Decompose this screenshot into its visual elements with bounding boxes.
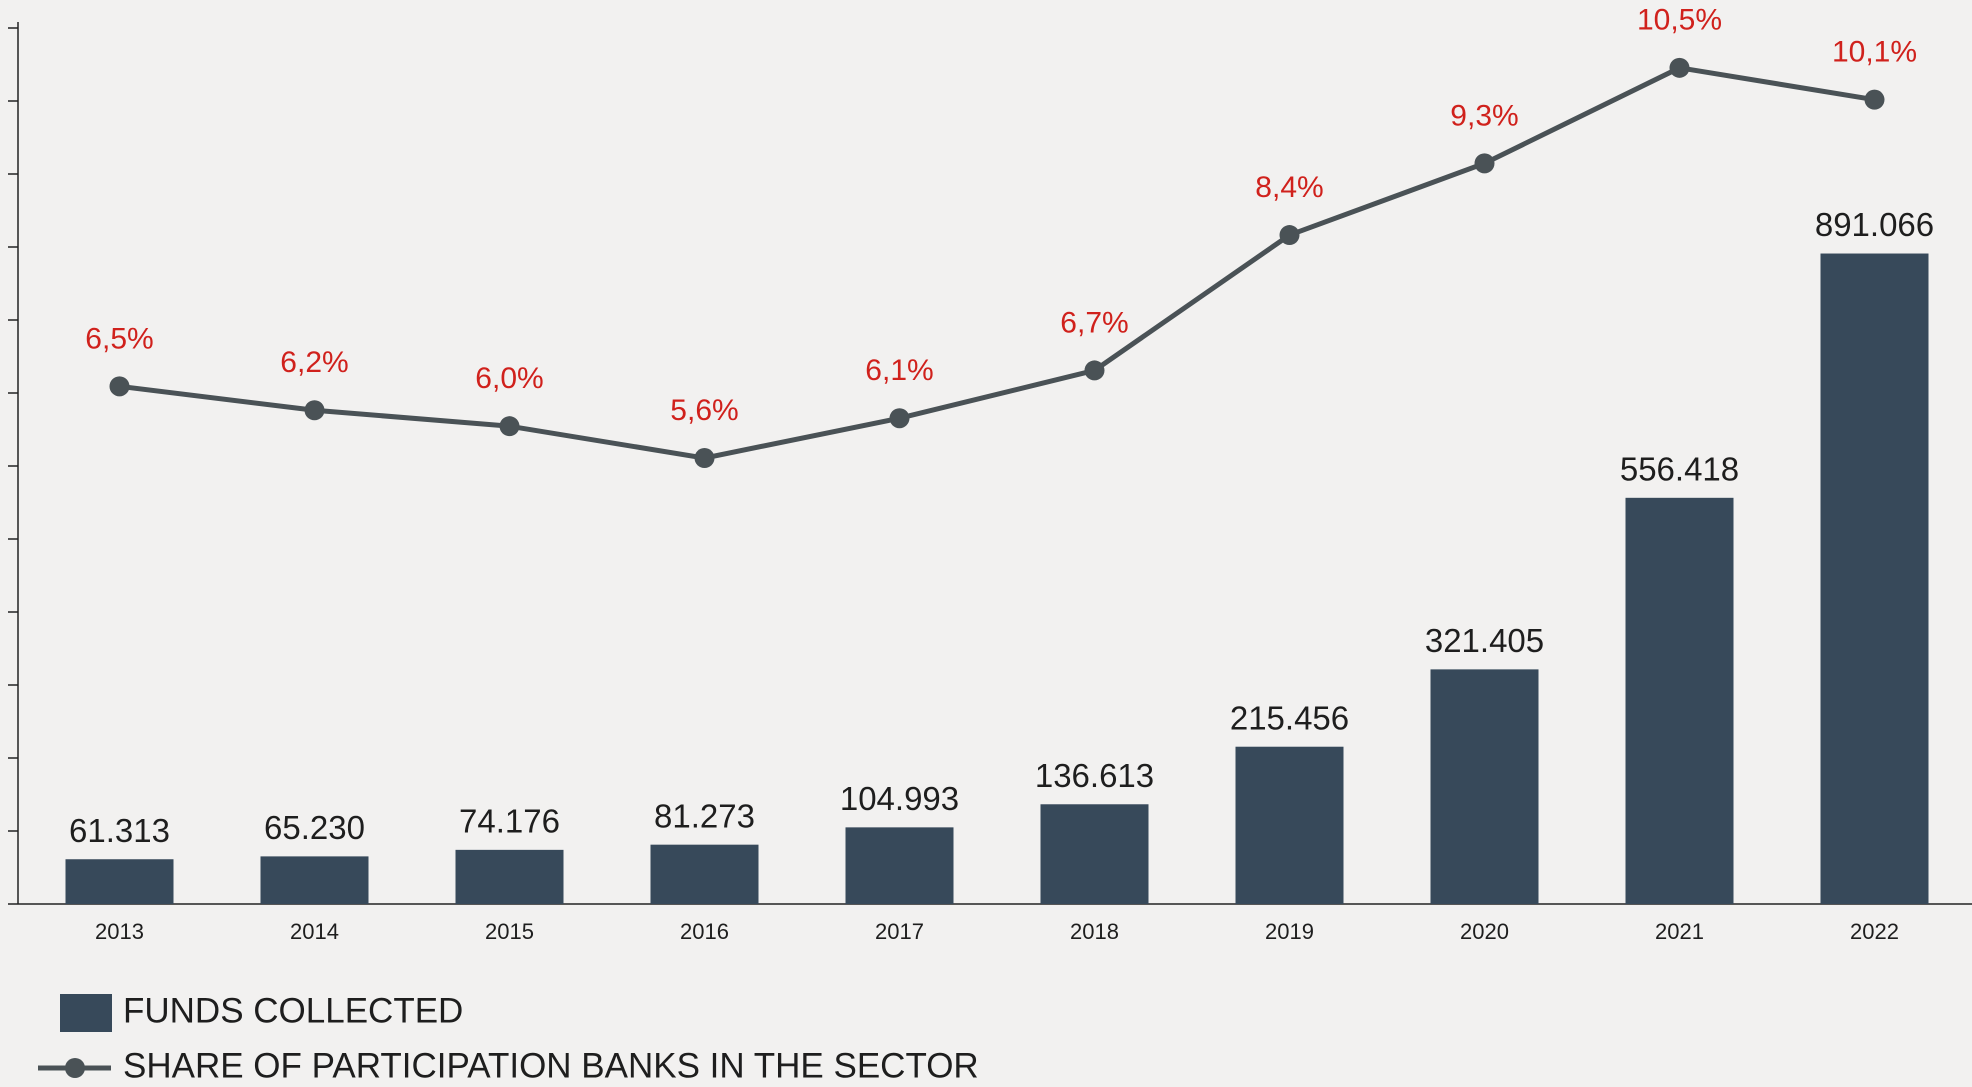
bar bbox=[1625, 497, 1734, 904]
line-value-label: 10,1% bbox=[1832, 36, 1917, 69]
x-tick-label: 2020 bbox=[1460, 919, 1509, 944]
bar-value-label: 891.066 bbox=[1815, 206, 1934, 243]
bar bbox=[65, 859, 174, 904]
bar bbox=[455, 849, 564, 904]
line-value-label: 6,0% bbox=[475, 362, 543, 395]
line-marker bbox=[694, 448, 715, 469]
line-value-label: 10,5% bbox=[1637, 4, 1722, 37]
bar bbox=[260, 856, 369, 904]
x-tick-label: 2021 bbox=[1655, 919, 1704, 944]
line-value-label: 6,5% bbox=[85, 322, 153, 355]
line-value-label: 9,3% bbox=[1450, 99, 1518, 132]
line bbox=[119, 65, 1875, 461]
bar bbox=[1040, 804, 1149, 904]
x-tick-label: 2014 bbox=[290, 919, 339, 944]
legend-label: SHARE OF PARTICIPATION BANKS IN THE SECT… bbox=[123, 1046, 979, 1085]
bar-value-label: 61.313 bbox=[69, 812, 170, 849]
bar-value-label: 321.405 bbox=[1425, 622, 1544, 659]
bar bbox=[650, 844, 759, 904]
x-tick-label: 2015 bbox=[485, 919, 534, 944]
line-marker bbox=[1669, 57, 1690, 78]
bar bbox=[1820, 253, 1929, 904]
bar-value-label: 74.176 bbox=[459, 803, 560, 840]
bar-value-label: 81.273 bbox=[654, 797, 755, 834]
line-marker bbox=[1864, 89, 1885, 110]
legend-swatch bbox=[60, 994, 112, 1032]
bar bbox=[1430, 669, 1539, 904]
x-tick-label: 2022 bbox=[1850, 919, 1899, 944]
line-marker bbox=[109, 376, 130, 397]
legend-label: FUNDS COLLECTED bbox=[123, 991, 463, 1030]
x-tick-label: 2016 bbox=[680, 919, 729, 944]
line-marker bbox=[1279, 225, 1300, 246]
line-value-label: 8,4% bbox=[1255, 171, 1323, 204]
line-marker bbox=[499, 416, 520, 437]
x-tick-label: 2013 bbox=[95, 919, 144, 944]
x-tick-label: 2018 bbox=[1070, 919, 1119, 944]
line-value-label: 6,7% bbox=[1060, 306, 1128, 339]
line-value-label: 5,6% bbox=[670, 394, 738, 427]
line-marker bbox=[889, 408, 910, 429]
line-value-label: 6,2% bbox=[280, 346, 348, 379]
x-tick-label: 2017 bbox=[875, 919, 924, 944]
bar bbox=[845, 827, 954, 904]
bar-value-label: 556.418 bbox=[1620, 451, 1739, 488]
bar-value-label: 65.230 bbox=[264, 809, 365, 846]
bar-value-label: 104.993 bbox=[840, 780, 959, 817]
bar bbox=[1235, 746, 1344, 904]
bar-value-label: 136.613 bbox=[1035, 757, 1154, 794]
line-value-label: 6,1% bbox=[865, 354, 933, 387]
legend-swatch bbox=[65, 1058, 85, 1078]
x-tick-label: 2019 bbox=[1265, 919, 1314, 944]
line-marker bbox=[304, 400, 325, 421]
bar-value-label: 215.456 bbox=[1230, 699, 1349, 736]
line-marker bbox=[1084, 360, 1105, 381]
line-marker bbox=[1474, 153, 1495, 174]
